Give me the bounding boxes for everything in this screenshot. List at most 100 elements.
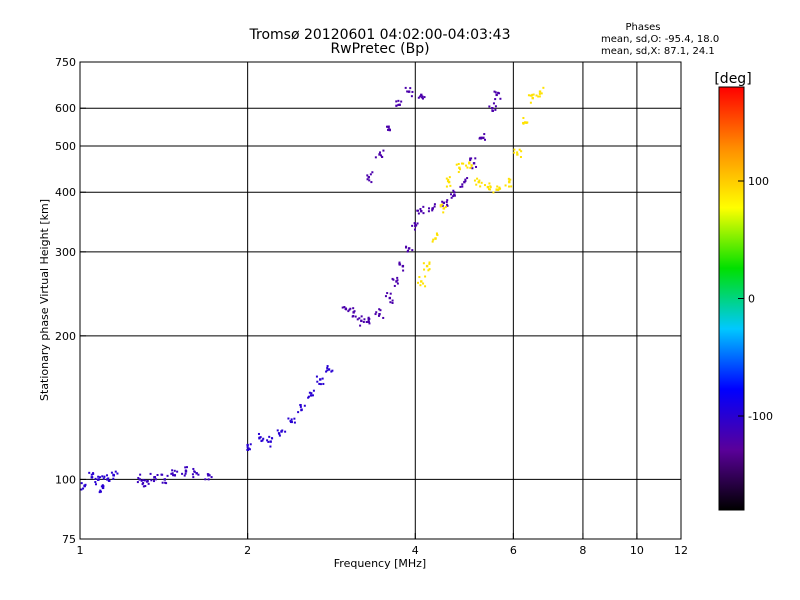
data-point [281,429,284,432]
data-point [382,316,385,319]
data-point [495,188,498,191]
data-point [420,96,423,99]
data-point [266,439,269,442]
data-point [520,150,523,153]
data-point [450,196,453,199]
data-point [161,481,164,484]
data-point [508,185,511,188]
data-point [293,417,296,420]
data-point [368,179,371,182]
data-point [460,162,463,165]
data-point [453,194,456,197]
data-point [379,151,382,154]
data-point [493,90,496,93]
data-point [477,180,480,184]
data-point [362,320,365,323]
data-point [310,392,313,395]
data-point [110,471,113,474]
y-tick-label: 300 [55,246,76,259]
colorbar-tick-label: 0 [748,293,755,306]
data-point [207,473,210,476]
data-point [326,365,329,368]
data-point [160,473,163,476]
data-point [461,183,464,186]
data-point [307,395,310,398]
data-point [360,319,363,323]
data-point [522,116,525,119]
stats-line-x: mean, sd,X: 87.1, 24.1 [601,46,715,57]
data-point [489,188,492,191]
data-point [163,478,167,481]
data-point [389,292,392,295]
data-point [504,184,507,187]
data-point [459,185,462,188]
data-point [472,162,476,165]
data-point [173,474,177,477]
data-point [114,470,117,473]
data-point [422,212,425,215]
data-point [183,474,186,477]
data-point [465,164,468,167]
data-point [112,473,115,476]
data-point [466,166,469,169]
data-point [421,97,424,100]
data-point [262,437,265,440]
data-point [176,470,179,473]
data-point [471,167,474,170]
data-point [374,313,377,316]
data-point [287,417,290,420]
data-point [368,322,371,325]
data-point [433,205,436,208]
data-point [519,156,522,159]
data-point [185,466,188,469]
data-point [247,447,250,450]
data-point [535,94,538,97]
data-point [413,228,416,231]
data-point [495,93,498,97]
data-point [441,200,444,203]
data-point [483,184,486,187]
data-point [428,268,431,271]
data-point [269,440,272,443]
data-point [401,265,404,268]
data-point [449,184,452,187]
data-point [410,95,413,98]
data-point [98,491,101,494]
data-point [260,440,263,443]
data-point [184,466,187,469]
data-point [367,176,370,179]
data-point [494,91,497,94]
data-point [153,480,156,483]
data-point [365,321,368,324]
data-point [445,177,448,180]
data-point [181,472,184,475]
data-point [297,411,300,414]
data-point [172,474,175,477]
data-point [409,87,412,90]
data-point [499,97,502,100]
data-point [388,128,391,131]
data-point [360,315,363,318]
data-point [529,101,532,104]
data-point [136,481,139,484]
data-point [397,103,400,106]
data-point [427,210,430,213]
data-point [496,185,499,188]
y-tick-label: 100 [55,473,76,486]
data-point [446,203,449,206]
data-point [192,476,195,479]
data-point [494,108,497,111]
data-point [380,154,383,157]
data-point [407,249,410,252]
data-point [352,307,355,310]
data-point [492,191,495,194]
data-point [529,94,532,97]
data-point [322,382,325,385]
data-point [385,125,388,128]
data-point [143,479,146,482]
data-point [513,151,516,154]
data-point [166,474,169,477]
data-point [309,394,313,397]
data-point [418,276,421,279]
data-point [150,479,153,482]
